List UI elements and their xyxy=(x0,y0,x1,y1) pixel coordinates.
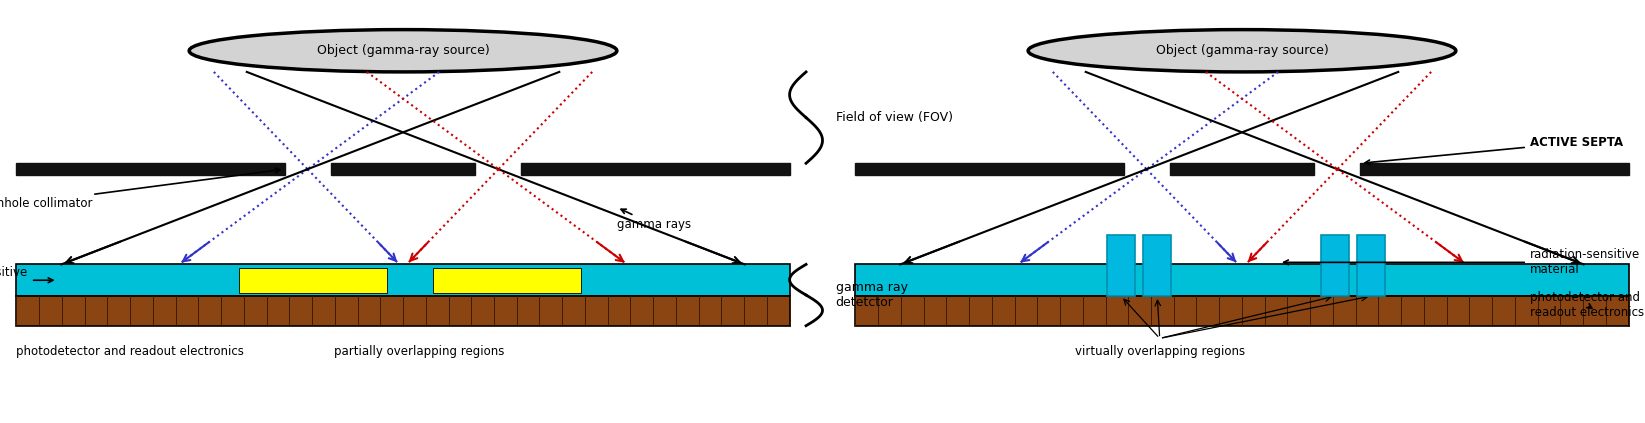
Bar xyxy=(1170,163,1314,175)
Bar xyxy=(16,163,285,175)
Bar xyxy=(16,264,790,296)
Text: ACTIVE SEPTA: ACTIVE SEPTA xyxy=(1365,136,1624,165)
Bar xyxy=(16,296,790,326)
Bar xyxy=(855,264,1629,296)
Text: radiation-sensitive
material: radiation-sensitive material xyxy=(1283,248,1640,276)
Text: virtually overlapping regions: virtually overlapping regions xyxy=(1074,345,1245,358)
Bar xyxy=(1360,163,1629,175)
Text: Object (gamma-ray source): Object (gamma-ray source) xyxy=(1155,44,1329,57)
Bar xyxy=(521,163,790,175)
Bar xyxy=(331,163,475,175)
Bar xyxy=(239,268,387,293)
Bar xyxy=(1321,235,1349,296)
Bar xyxy=(433,268,581,293)
Text: gamma rays: gamma rays xyxy=(617,209,691,231)
Ellipse shape xyxy=(189,30,617,72)
Text: radiation-sensitive
scintillator: radiation-sensitive scintillator xyxy=(0,266,53,294)
Text: partially overlapping regions: partially overlapping regions xyxy=(334,345,505,358)
Bar xyxy=(1143,235,1171,296)
Text: multi-pinhole collimator: multi-pinhole collimator xyxy=(0,168,280,210)
Bar xyxy=(1107,235,1135,296)
Text: photodetector and
readout electronics: photodetector and readout electronics xyxy=(1530,291,1643,319)
Bar xyxy=(855,296,1629,326)
Bar xyxy=(1357,235,1385,296)
Bar xyxy=(855,163,1124,175)
Text: Field of view (FOV): Field of view (FOV) xyxy=(836,111,952,124)
Text: gamma ray
detetctor: gamma ray detetctor xyxy=(836,281,908,309)
Text: Object (gamma-ray source): Object (gamma-ray source) xyxy=(316,44,490,57)
Text: photodetector and readout electronics: photodetector and readout electronics xyxy=(16,345,245,358)
Ellipse shape xyxy=(1028,30,1456,72)
